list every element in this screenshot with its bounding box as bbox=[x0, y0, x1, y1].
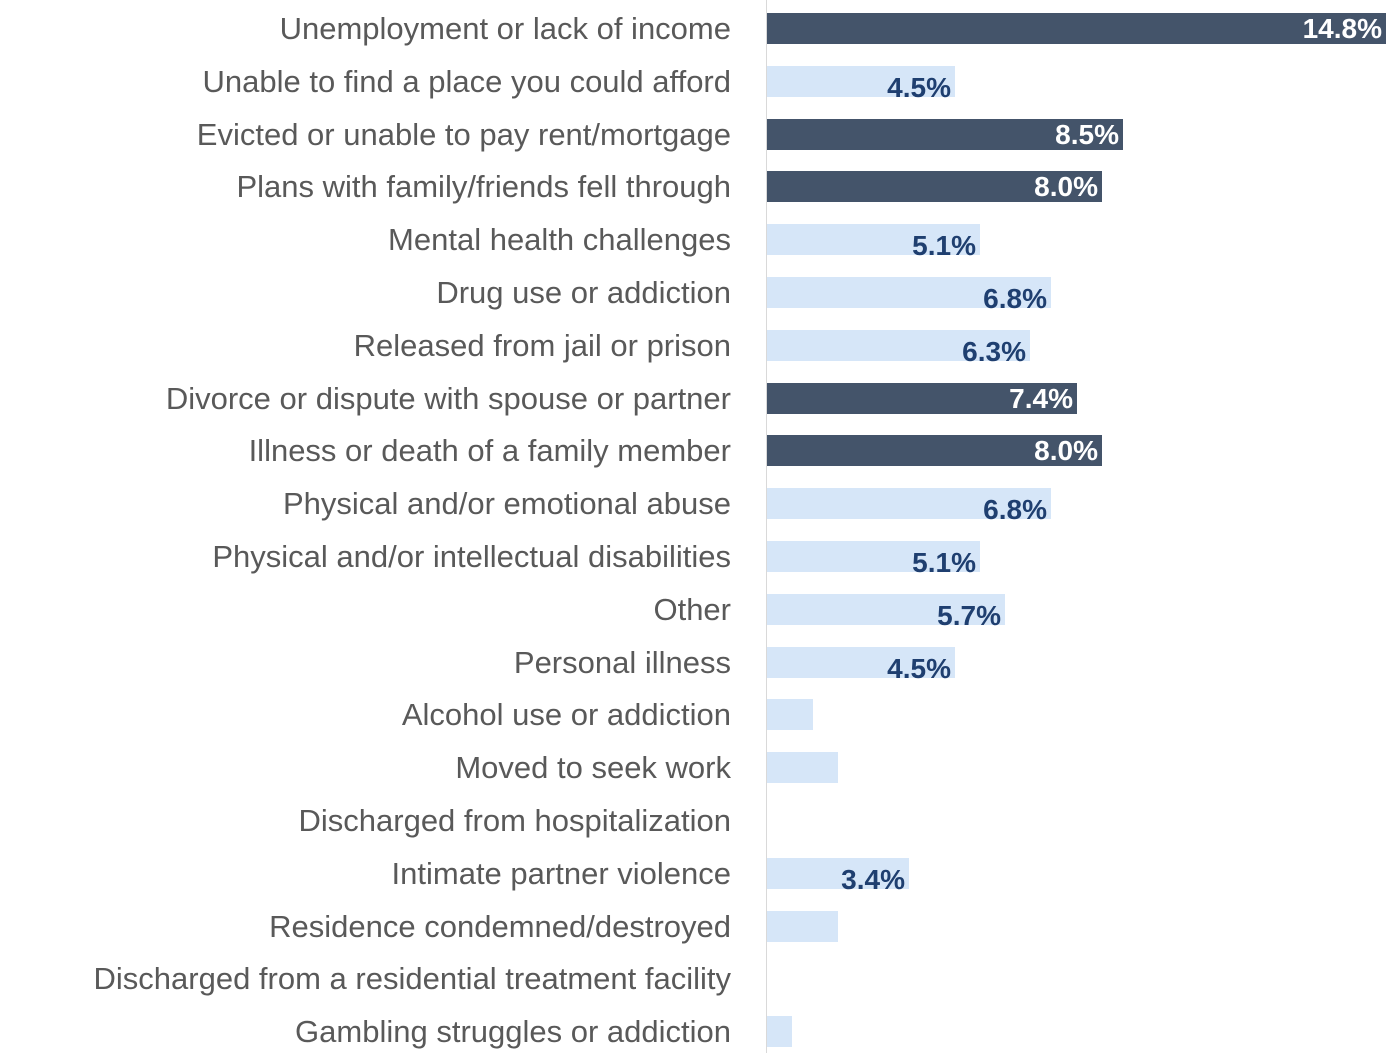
category-label: Illness or death of a family member bbox=[248, 433, 731, 469]
data-label: 5.1% bbox=[912, 547, 976, 578]
category-label: Released from jail or prison bbox=[353, 327, 731, 363]
category-label: Physical and/or intellectual disabilitie… bbox=[212, 539, 731, 574]
bar bbox=[767, 277, 1051, 308]
bar bbox=[767, 541, 980, 572]
bar bbox=[767, 224, 980, 256]
bar bbox=[767, 752, 838, 784]
bar bbox=[767, 488, 1051, 520]
data-label: 6.3% bbox=[962, 335, 1026, 367]
data-label: 8.5% bbox=[1055, 118, 1119, 150]
data-label: 4.5% bbox=[887, 652, 951, 684]
category-label: Other bbox=[653, 591, 731, 627]
category-label: Residence condemned/destroyed bbox=[269, 908, 731, 944]
bar bbox=[767, 65, 955, 97]
bar bbox=[767, 329, 1030, 361]
bar bbox=[767, 593, 1005, 625]
category-label: Discharged from hospitalization bbox=[298, 803, 732, 838]
bar bbox=[767, 13, 1386, 44]
data-label: 3.4% bbox=[841, 863, 905, 895]
bar bbox=[767, 910, 838, 942]
bar bbox=[767, 171, 1102, 203]
data-label: 5.1% bbox=[912, 230, 976, 262]
category-label: Divorce or dispute with spouse or partne… bbox=[165, 380, 731, 416]
category-label: Alcohol use or addiction bbox=[401, 697, 731, 733]
bar bbox=[767, 646, 955, 678]
category-axis-line bbox=[766, 0, 767, 1053]
bar bbox=[767, 118, 1123, 150]
data-label: 7.4% bbox=[1009, 382, 1073, 414]
bar bbox=[767, 435, 1102, 467]
data-label: 4.5% bbox=[887, 71, 951, 103]
category-label: Plans with family/friends fell through bbox=[236, 169, 731, 205]
category-label: Personal illness bbox=[513, 644, 731, 680]
category-label: Moved to seek work bbox=[455, 750, 731, 786]
data-label: 8.0% bbox=[1034, 435, 1098, 467]
category-label: Gambling struggles or addiction bbox=[295, 1014, 731, 1050]
data-label: 6.8% bbox=[983, 283, 1047, 314]
data-label: 8.0% bbox=[1034, 171, 1098, 203]
data-label: 14.8% bbox=[1302, 13, 1382, 44]
category-label: Unemployment or lack of income bbox=[279, 11, 731, 46]
data-label: 5.7% bbox=[937, 599, 1001, 631]
bar bbox=[767, 699, 813, 731]
bar bbox=[767, 1016, 792, 1048]
category-label: Evicted or unable to pay rent/mortgage bbox=[196, 116, 731, 152]
category-label: Drug use or addiction bbox=[436, 275, 731, 310]
data-label: 6.8% bbox=[983, 494, 1047, 526]
bar bbox=[767, 382, 1077, 414]
category-label: Discharged from a residential treatment … bbox=[93, 961, 731, 997]
bar bbox=[767, 857, 909, 889]
category-label: Intimate partner violence bbox=[391, 855, 731, 891]
category-label: Unable to find a place you could afford bbox=[202, 63, 731, 99]
category-label: Physical and/or emotional abuse bbox=[282, 486, 731, 522]
category-label: Mental health challenges bbox=[388, 222, 731, 258]
